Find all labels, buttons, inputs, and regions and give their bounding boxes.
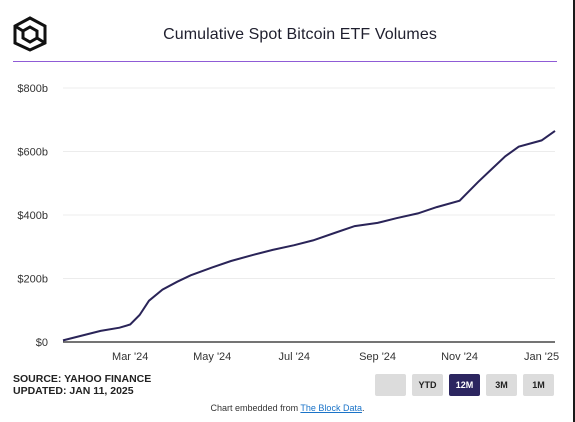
source-block: SOURCE: YAHOO FINANCE UPDATED: JAN 11, 2…	[13, 373, 151, 397]
x-tick-label: Mar '24	[112, 351, 148, 363]
x-tick-label: Nov '24	[441, 351, 478, 363]
title-divider	[13, 61, 557, 62]
y-tick-label: $400b	[17, 210, 48, 222]
y-tick-label: $200b	[17, 274, 48, 286]
the-block-logo-icon	[13, 16, 47, 52]
embed-prefix: Chart embedded from	[210, 403, 301, 413]
y-tick-label: $800b	[17, 83, 48, 95]
x-tick-label: Jul '24	[278, 351, 309, 363]
frame-edge	[573, 0, 575, 422]
range-button-1m[interactable]: 1M	[523, 374, 554, 396]
range-button-3m[interactable]: 3M	[486, 374, 517, 396]
embed-suffix: .	[361, 403, 365, 413]
source-line: SOURCE: YAHOO FINANCE	[13, 373, 152, 385]
x-tick-label: Jan '25	[524, 351, 559, 363]
y-tick-label: $0	[36, 337, 48, 349]
line-chart[interactable]: $0 $200b $400b $600b $800b Mar '24 May '24 Jul…	[0, 70, 575, 370]
range-button-ytd[interactable]: YTD	[412, 374, 443, 396]
range-button-12m[interactable]: 12M	[449, 374, 480, 396]
x-tick-label: Sep '24	[359, 351, 396, 363]
series-line	[62, 130, 556, 342]
y-axis: $0 $200b $400b $600b $800b	[17, 83, 48, 349]
embed-credit: Chart embedded from The Block Data.	[0, 403, 575, 413]
x-axis: Mar '24 May '24 Jul '24 Sep '24 Nov '24 Jan '…	[112, 351, 559, 363]
y-tick-label: $600b	[17, 147, 48, 159]
chart-title: Cumulative Spot Bitcoin ETF Volumes	[163, 26, 437, 43]
grid-lines	[63, 87, 555, 343]
range-selector: YTD 12M 3M 1M	[375, 374, 554, 396]
the-block-data-link[interactable]: The Block Data	[300, 403, 362, 413]
x-tick-label: May '24	[193, 351, 231, 363]
updated-line: UPDATED: JAN 11, 2025	[13, 385, 134, 397]
range-button-blank[interactable]	[375, 374, 406, 396]
